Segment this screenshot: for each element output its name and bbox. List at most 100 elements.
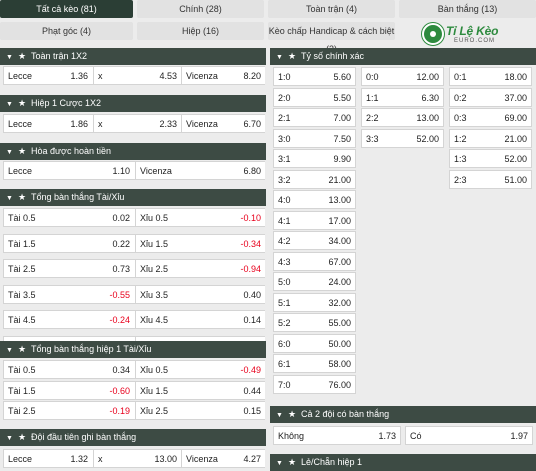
- section-header[interactable]: ▼ ★ Cả 2 đội có bàn thắng: [270, 406, 536, 423]
- correct-score-cell[interactable]: 6:0 50.00: [273, 333, 356, 353]
- correct-score-cell[interactable]: 0:0 12.00: [361, 67, 444, 86]
- tab-halves[interactable]: Hiệp (16): [137, 22, 264, 40]
- section-first-goal: ▼ ★ Đội đầu tiên ghi bàn thắng: [0, 429, 266, 446]
- section-total-goals: ▼ ★ Tổng bàn thắng Tài/Xỉu: [0, 189, 266, 206]
- odds-cell-under[interactable]: Xỉu 0.5 -0.10: [135, 209, 265, 226]
- odds-cell-over[interactable]: Tài 1.5 0.22: [4, 234, 134, 252]
- section-header[interactable]: ▼ ★ Toàn trận 1X2: [0, 48, 266, 65]
- correct-score-cell[interactable]: 0:3 69.00: [449, 108, 532, 127]
- section-header[interactable]: ▼ ★ Tổng bàn thắng Tài/Xỉu: [0, 189, 266, 206]
- odds-cell-no[interactable]: Không 1.73: [273, 426, 401, 445]
- odds-cell-under[interactable]: Xỉu 1.5 -0.34: [135, 234, 265, 252]
- correct-score-cell[interactable]: 0:1 18.00: [449, 67, 532, 86]
- correct-score-cell[interactable]: 0:2 37.00: [449, 87, 532, 107]
- odds-cell-away[interactable]: Vicenza 6.70: [181, 115, 265, 132]
- correct-score-cell[interactable]: 4:3 67.00: [273, 251, 356, 271]
- table-row: Tài 2.5 -0.19 Xỉu 2.5 0.15: [3, 401, 265, 420]
- correct-score-cell[interactable]: 1:3 52.00: [449, 149, 532, 168]
- tab-main[interactable]: Chính (28): [137, 0, 264, 18]
- logo-sub: EURO.COM: [454, 38, 495, 44]
- collapse-arrow-icon[interactable]: ▼: [6, 149, 13, 156]
- collapse-arrow-icon[interactable]: ▼: [6, 347, 13, 354]
- odds-cell-yes[interactable]: Có 1.97: [405, 426, 533, 445]
- odds-cell-under[interactable]: Xỉu 0.5 -0.49: [135, 361, 265, 378]
- star-icon[interactable]: ★: [287, 51, 297, 61]
- collapse-arrow-icon[interactable]: ▼: [276, 460, 283, 467]
- correct-score-cell[interactable]: 2:0 5.50: [273, 87, 356, 107]
- odds-cell-under[interactable]: Xỉu 3.5 0.40: [135, 285, 265, 303]
- odds-cell-over[interactable]: Tài 4.5 -0.24: [4, 311, 134, 328]
- star-icon[interactable]: ★: [17, 146, 27, 156]
- odds-cell-over[interactable]: Tài 2.5 -0.19: [4, 402, 134, 419]
- correct-score-cell[interactable]: 4:0 13.00: [273, 190, 356, 209]
- star-icon[interactable]: ★: [17, 98, 27, 108]
- star-icon[interactable]: ★: [17, 51, 27, 61]
- odds-cell-over[interactable]: Tài 1.5 -0.60: [4, 381, 134, 399]
- odds-cell-over[interactable]: Tài 2.5 0.73: [4, 260, 134, 277]
- tab-goals[interactable]: Bàn thắng (13): [399, 0, 536, 18]
- section-half-1x2: ▼ ★ Hiệp 1 Cược 1X2: [0, 95, 266, 112]
- collapse-arrow-icon[interactable]: ▼: [6, 195, 13, 202]
- star-icon[interactable]: ★: [287, 457, 297, 467]
- collapse-arrow-icon[interactable]: ▼: [6, 54, 13, 61]
- odds-cell-over[interactable]: Tài 3.5 -0.55: [4, 285, 134, 303]
- odds-cell-under[interactable]: Xỉu 2.5 0.15: [135, 402, 265, 419]
- correct-score-cell[interactable]: 3:0 7.50: [273, 128, 356, 148]
- star-icon[interactable]: ★: [287, 409, 297, 419]
- correct-score-cell[interactable]: 2:2 13.00: [361, 108, 444, 127]
- correct-score-cell[interactable]: 2:1 7.00: [273, 108, 356, 127]
- section-title: Tổng bàn thắng Tài/Xỉu: [31, 192, 125, 202]
- odds-cell-under[interactable]: Xỉu 2.5 -0.94: [135, 260, 265, 277]
- correct-score-cell[interactable]: 5:0 24.00: [273, 272, 356, 291]
- collapse-arrow-icon[interactable]: ▼: [276, 412, 283, 419]
- correct-score-cell[interactable]: 2:3 51.00: [449, 169, 532, 189]
- correct-score-cell[interactable]: 3:3 52.00: [361, 128, 444, 148]
- correct-score-cell[interactable]: 5:1 32.00: [273, 292, 356, 312]
- star-icon[interactable]: ★: [17, 344, 27, 354]
- tab-corners[interactable]: Phạt góc (4): [0, 22, 133, 40]
- correct-score-cell[interactable]: 3:2 21.00: [273, 169, 356, 189]
- tab-all[interactable]: Tất cả kèo (81): [0, 0, 133, 18]
- section-header[interactable]: ▼ ★ Tổng bàn thắng hiệp 1 Tài/Xỉu: [0, 341, 266, 358]
- correct-score-cell[interactable]: 4:2 34.00: [273, 231, 356, 250]
- odds-cell-away[interactable]: Vicenza 8.20: [181, 67, 265, 84]
- section-title: Hiệp 1 Cược 1X2: [31, 98, 101, 108]
- table-row: Tài 0.5 0.02 Xỉu 0.5 -0.10: [3, 208, 265, 227]
- collapse-arrow-icon[interactable]: ▼: [6, 101, 13, 108]
- correct-score-cell[interactable]: 1:0 5.60: [273, 67, 356, 86]
- section-header[interactable]: ▼ ★ Lẻ/Chẵn hiệp 1: [270, 454, 536, 471]
- correct-score-cell[interactable]: 1:2 21.00: [449, 128, 532, 148]
- correct-score-cell[interactable]: 6:1 58.00: [273, 354, 356, 373]
- odds-cell-away[interactable]: Vicenza 6.80: [135, 162, 265, 179]
- odds-cell-home[interactable]: Lecce 1.10: [4, 162, 134, 179]
- tab-fulltime[interactable]: Toàn trận (4): [268, 0, 395, 18]
- correct-score-cell[interactable]: 1:1 6.30: [361, 87, 444, 107]
- odds-cell-draw[interactable]: x 13.00: [93, 450, 181, 467]
- section-title: Tổng bàn thắng hiệp 1 Tài/Xỉu: [31, 344, 152, 354]
- correct-score-cell[interactable]: 7:0 76.00: [273, 374, 356, 394]
- odds-cell-draw[interactable]: x 2.33: [93, 115, 181, 132]
- odds-cell-under[interactable]: Xỉu 4.5 0.14: [135, 311, 265, 328]
- section-header[interactable]: ▼ ★ Tỷ số chính xác: [270, 48, 536, 65]
- section-header[interactable]: ▼ ★ Hiệp 1 Cược 1X2: [0, 95, 266, 112]
- star-icon[interactable]: ★: [17, 192, 27, 202]
- odds-cell-home[interactable]: Lecce 1.86: [4, 115, 92, 132]
- collapse-arrow-icon[interactable]: ▼: [6, 435, 13, 442]
- section-half-total-goals: ▼ ★ Tổng bàn thắng hiệp 1 Tài/Xỉu: [0, 341, 266, 358]
- star-icon[interactable]: ★: [17, 432, 27, 442]
- correct-score-cell[interactable]: 5:2 55.00: [273, 313, 356, 332]
- correct-score-cell[interactable]: 3:1 9.90: [273, 149, 356, 168]
- odds-cell-draw[interactable]: x 4.53: [93, 67, 181, 84]
- odds-cell-over[interactable]: Tài 0.5 0.02: [4, 209, 134, 226]
- correct-score-cell[interactable]: 4:1 17.00: [273, 210, 356, 230]
- section-header[interactable]: ▼ ★ Hòa được hoàn tiền: [0, 143, 266, 160]
- site-logo[interactable]: Tỉ Lệ Kèo EURO.COM: [420, 22, 518, 48]
- odds-cell-away[interactable]: Vicenza 4.27: [181, 450, 265, 467]
- collapse-arrow-icon[interactable]: ▼: [276, 54, 283, 61]
- odds-cell-over[interactable]: Tài 0.5 0.34: [4, 361, 134, 378]
- odds-cell-home[interactable]: Lecce 1.36: [4, 67, 92, 84]
- odds-cell-home[interactable]: Lecce 1.32: [4, 450, 92, 467]
- section-header[interactable]: ▼ ★ Đội đầu tiên ghi bàn thắng: [0, 429, 266, 446]
- tab-handicap[interactable]: Kèo chấp Handicap & cách biệt (3): [268, 22, 395, 54]
- odds-cell-under[interactable]: Xỉu 1.5 0.44: [135, 381, 265, 399]
